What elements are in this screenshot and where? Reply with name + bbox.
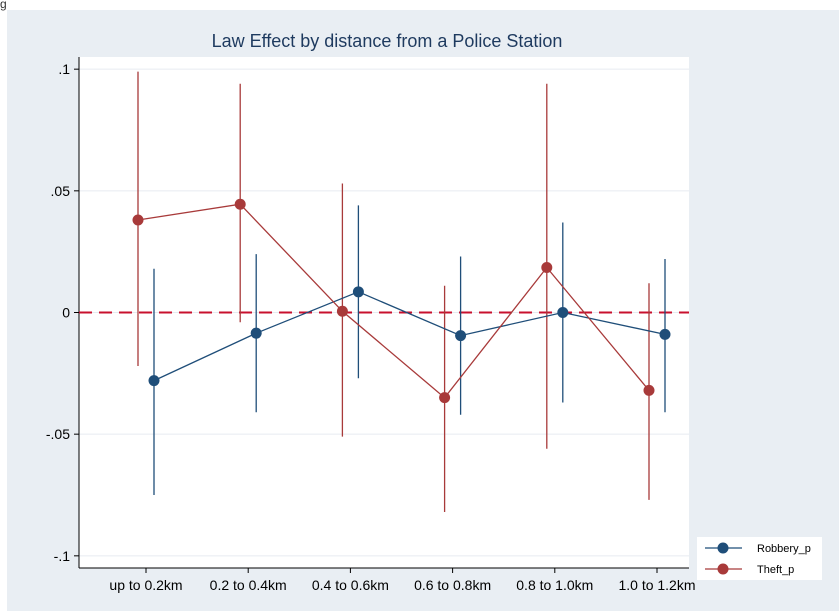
legend-box [697, 537, 822, 580]
data-point [541, 261, 553, 273]
data-point [455, 330, 467, 342]
legend-marker [717, 563, 729, 575]
y-tick-label: 0 [62, 305, 70, 321]
series-line [137, 203, 650, 399]
legend-label: Theft_p [757, 564, 794, 576]
data-point [659, 328, 671, 340]
y-tick-label: -.1 [54, 548, 71, 564]
x-tick-label: 0.8 to 1.0km [516, 577, 593, 593]
data-point [643, 384, 655, 396]
y-tick-label: .05 [51, 183, 71, 199]
legend-label: Robbery_p [757, 543, 811, 555]
x-tick-label: 0.2 to 0.4km [210, 577, 287, 593]
chart-title: Law Effect by distance from a Police Sta… [212, 31, 563, 51]
x-tick-label: 0.4 to 0.6km [312, 577, 389, 593]
data-point [336, 305, 348, 317]
legend-marker [717, 542, 729, 554]
data-point [148, 375, 160, 387]
data-point [352, 286, 364, 298]
data-point [132, 214, 144, 226]
x-tick-label: 1.0 to 1.2km [618, 577, 695, 593]
data-point [557, 307, 569, 318]
data-point [250, 327, 262, 339]
series-line [153, 291, 666, 382]
data-point [439, 392, 451, 404]
data-point [234, 198, 246, 210]
x-tick-label: up to 0.2km [109, 577, 182, 593]
y-tick-label: -.05 [46, 426, 70, 442]
corner-label: g [0, 0, 7, 11]
y-tick-label: .1 [58, 61, 70, 77]
x-tick-label: 0.6 to 0.8km [414, 577, 491, 593]
